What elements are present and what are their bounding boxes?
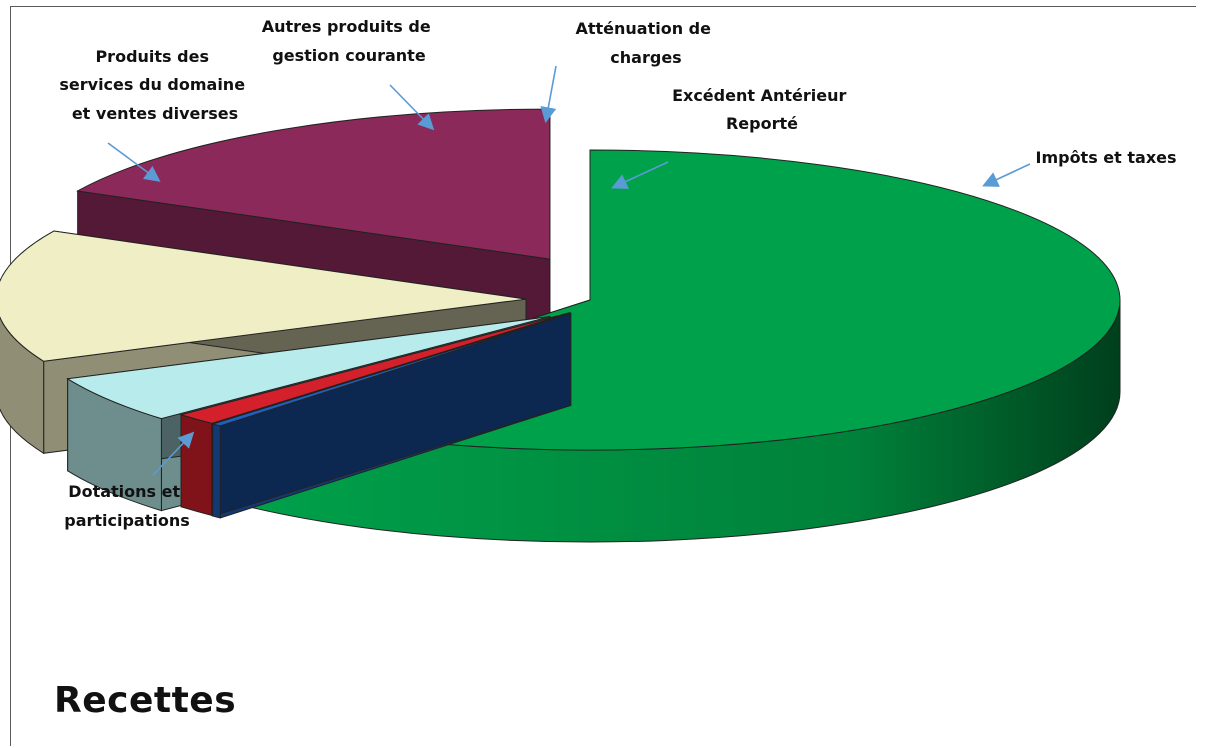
arrow-autres (389, 84, 435, 131)
label-impots: Impôts et taxes (1035, 148, 1176, 167)
label-excedent-line-1: Excédent Antérieur (672, 86, 846, 105)
label-dotations-line-1: Dotations et (68, 482, 180, 501)
slice-5-top (76, 108, 551, 260)
label-excedent: Excédent Antérieur Reporté (672, 86, 852, 133)
label-dotations: Dotations et participations (64, 482, 190, 530)
label-excedent-line-2: Reporté (726, 114, 798, 133)
label-attenuation-line-2: charges (610, 48, 681, 67)
callout-arrows (107, 65, 1031, 476)
chart-title: Recettes (54, 680, 237, 721)
label-produits-line-2: services du domaine (59, 75, 245, 94)
slice-4-top (0, 230, 527, 362)
slice-1-top (210, 312, 571, 427)
label-dotations-line-2: participations (64, 511, 190, 530)
slice-1-rim (212, 423, 221, 519)
arrow-excedent (611, 161, 669, 189)
arrow-impots (982, 163, 1031, 187)
arrow-dotations (152, 431, 195, 476)
pie-slices (0, 108, 1121, 543)
label-autres: Autres produits de gestion courante (262, 17, 437, 65)
label-autres-line-1: Autres produits de (262, 17, 431, 36)
label-attenuation: Atténuation de charges (575, 19, 716, 67)
label-impots-line-1: Impôts et taxes (1035, 148, 1176, 167)
slice-2-top (179, 312, 570, 424)
arrow-produits (107, 142, 161, 182)
slice-3-top (66, 316, 551, 420)
label-attenuation-line-1: Atténuation de (575, 19, 711, 38)
label-produits-line-3: et ventes diverses (72, 104, 238, 123)
label-produits: Produits des services du domaine et vent… (59, 47, 250, 123)
label-autres-line-2: gestion courante (272, 46, 426, 65)
label-produits-line-1: Produits des (95, 47, 209, 66)
slice-1 (210, 312, 572, 519)
arrow-attenuation (540, 65, 557, 124)
